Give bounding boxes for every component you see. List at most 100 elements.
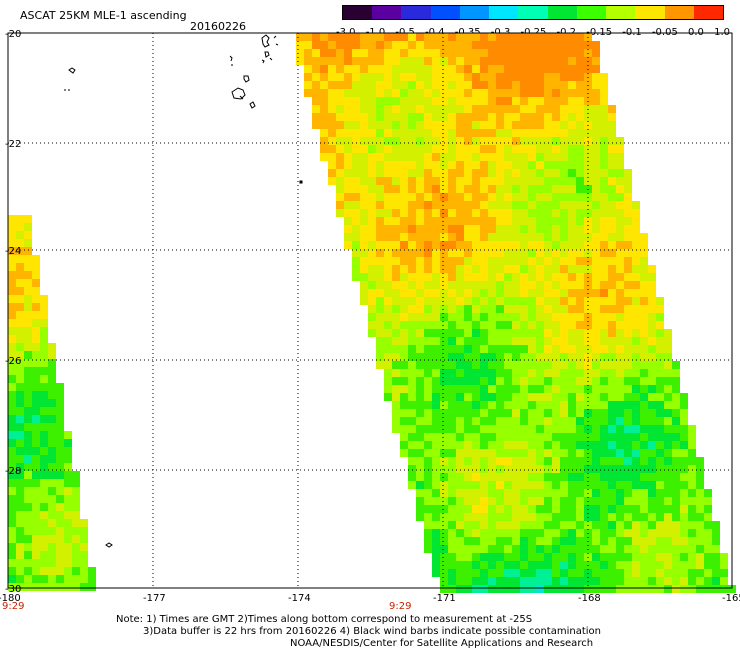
wind-cell <box>456 337 464 345</box>
wind-cell <box>392 137 400 145</box>
wind-cell <box>432 33 440 41</box>
wind-cell <box>408 177 416 185</box>
wind-cell <box>384 161 392 169</box>
wind-cell <box>640 521 648 529</box>
wind-cell <box>352 137 360 145</box>
wind-cell <box>480 465 488 473</box>
wind-cell <box>616 337 624 345</box>
wind-cell <box>504 241 512 249</box>
color-scale-segment <box>430 6 460 19</box>
wind-cell <box>528 337 536 345</box>
wind-cell <box>432 385 440 393</box>
wind-cell <box>352 169 360 177</box>
wind-cell <box>360 257 368 265</box>
wind-cell <box>560 577 568 585</box>
wind-cell <box>552 529 560 537</box>
wind-cell <box>656 305 664 313</box>
wind-cell <box>608 137 616 145</box>
wind-cell <box>472 505 480 513</box>
wind-cell <box>656 353 664 361</box>
wind-cell <box>576 353 584 361</box>
wind-cell <box>496 33 504 41</box>
wind-cell <box>576 49 584 57</box>
wind-cell <box>48 415 56 423</box>
wind-cell <box>536 337 544 345</box>
wind-cell <box>416 497 424 505</box>
wind-cell <box>392 297 400 305</box>
wind-cell <box>16 367 24 375</box>
wind-cell <box>416 353 424 361</box>
wind-cell <box>592 449 600 457</box>
wind-cell <box>528 209 536 217</box>
wind-cell <box>312 89 320 97</box>
wind-cell <box>368 217 376 225</box>
wind-cell <box>544 65 552 73</box>
wind-cell <box>472 193 480 201</box>
wind-cell <box>448 209 456 217</box>
wind-cell <box>528 161 536 169</box>
wind-cell <box>608 529 616 537</box>
wind-cell <box>512 49 520 57</box>
wind-cell <box>568 145 576 153</box>
wind-cell <box>632 481 640 489</box>
wind-cell <box>8 383 16 391</box>
wind-cell <box>64 519 72 527</box>
wind-cell <box>640 377 648 385</box>
wind-cell <box>528 473 536 481</box>
wind-cell <box>568 425 576 433</box>
wind-cell <box>448 417 456 425</box>
wind-cell <box>440 33 448 41</box>
wind-cell <box>456 241 464 249</box>
wind-cell <box>384 49 392 57</box>
wind-cell <box>552 249 560 257</box>
wind-cell <box>432 241 440 249</box>
wind-cell <box>544 385 552 393</box>
wind-cell <box>480 57 488 65</box>
wind-cell <box>576 489 584 497</box>
wind-cell <box>704 577 712 585</box>
wind-cell <box>480 193 488 201</box>
wind-cell <box>568 417 576 425</box>
wind-cell <box>560 321 568 329</box>
wind-cell <box>688 521 696 529</box>
wind-cell <box>416 89 424 97</box>
wind-cell <box>552 465 560 473</box>
wind-cell <box>24 479 32 487</box>
wind-cell <box>576 361 584 369</box>
wind-cell <box>664 505 672 513</box>
wind-cell <box>520 409 528 417</box>
wind-cell <box>328 161 336 169</box>
wind-cell <box>360 81 368 89</box>
wind-cell <box>56 439 64 447</box>
wind-cell <box>416 81 424 89</box>
wind-cell <box>344 121 352 129</box>
wind-cell <box>496 89 504 97</box>
wind-cell <box>688 481 696 489</box>
wind-cell <box>456 161 464 169</box>
wind-cell <box>464 57 472 65</box>
wind-cell <box>520 33 528 41</box>
wind-cell <box>592 265 600 273</box>
wind-cell <box>416 313 424 321</box>
wind-cell <box>32 423 40 431</box>
wind-cell <box>560 353 568 361</box>
wind-cell <box>456 153 464 161</box>
wind-cell <box>376 289 384 297</box>
wind-cell <box>400 145 408 153</box>
wind-cell <box>712 545 720 553</box>
wind-cell <box>440 289 448 297</box>
wind-cell <box>496 233 504 241</box>
wind-cell <box>464 329 472 337</box>
wind-cell <box>40 543 48 551</box>
wind-cell <box>552 361 560 369</box>
wind-cell <box>464 33 472 41</box>
wind-cell <box>528 369 536 377</box>
wind-cell <box>512 161 520 169</box>
wind-cell <box>568 65 576 73</box>
wind-cell <box>56 415 64 423</box>
wind-cell <box>8 231 16 239</box>
wind-cell <box>592 369 600 377</box>
wind-cell <box>328 121 336 129</box>
wind-cell <box>32 343 40 351</box>
wind-cell <box>40 367 48 375</box>
